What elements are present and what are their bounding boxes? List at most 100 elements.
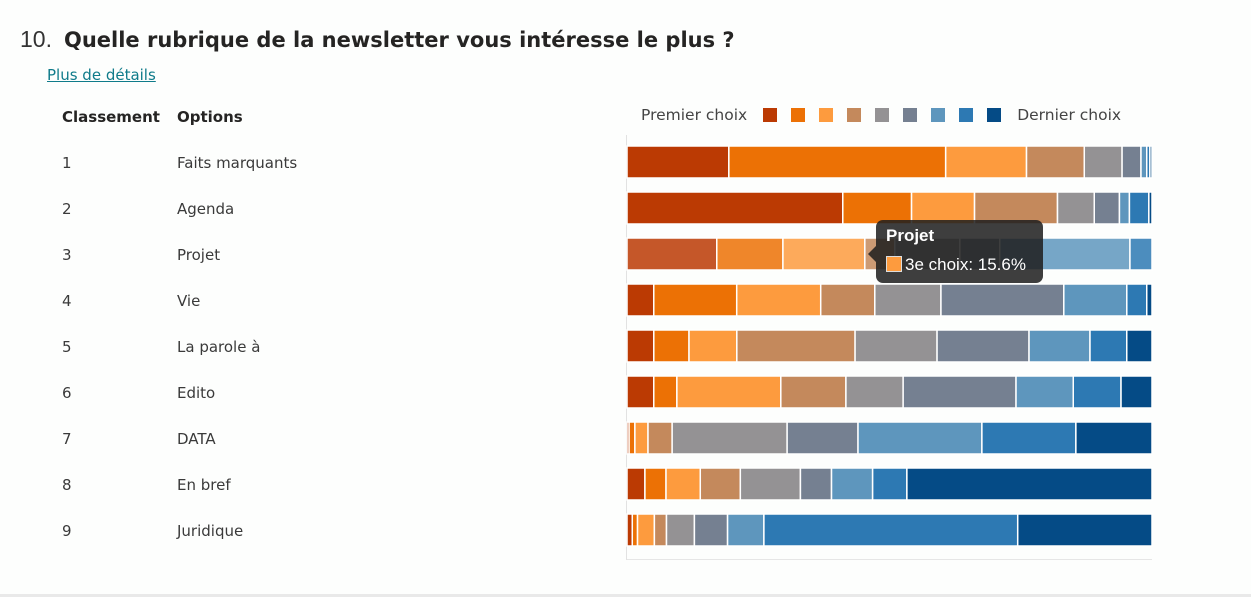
bar-segment[interactable]: [830, 467, 874, 501]
bar-segment[interactable]: [786, 421, 859, 455]
bar-segment[interactable]: [671, 421, 788, 455]
bar-segment[interactable]: [631, 513, 639, 547]
bar-segment[interactable]: [1118, 191, 1131, 225]
bar-segment[interactable]: [736, 329, 856, 363]
legend-swatch-2: [791, 108, 806, 122]
bar-segment[interactable]: [653, 329, 690, 363]
bar-segment[interactable]: [699, 467, 742, 501]
options-column-header: Options: [177, 108, 243, 126]
more-details-link[interactable]: Plus de détails: [47, 66, 156, 84]
option-cell: Juridique: [177, 522, 244, 540]
bar-segment[interactable]: [653, 283, 738, 317]
bar-row-1: [626, 145, 1153, 179]
bar-segment[interactable]: [1129, 237, 1153, 271]
bar-segment[interactable]: [1072, 375, 1122, 409]
bar-segment[interactable]: [626, 513, 634, 547]
bar-segment[interactable]: [626, 283, 655, 317]
bar-segment[interactable]: [1093, 191, 1121, 225]
option-cell: Edito: [177, 384, 216, 402]
bar-segment[interactable]: [693, 513, 729, 547]
bar-segment[interactable]: [1025, 145, 1086, 179]
bar-segment[interactable]: [626, 237, 718, 271]
bar-segment[interactable]: [688, 329, 738, 363]
bar-row-4: [626, 283, 1153, 317]
bar-segment[interactable]: [1089, 329, 1128, 363]
bar-segment[interactable]: [981, 421, 1077, 455]
bar-segment[interactable]: [871, 467, 908, 501]
bar-segment[interactable]: [782, 237, 866, 271]
rank-column-header: Classement: [62, 108, 160, 126]
rank-cell: 9: [62, 522, 72, 540]
bar-segment[interactable]: [902, 375, 1017, 409]
bar-segment[interactable]: [819, 283, 876, 317]
rank-cell: 1: [62, 154, 72, 172]
bar-segment[interactable]: [626, 145, 730, 179]
bar-segment[interactable]: [626, 375, 655, 409]
stacked-bar-chart: [626, 135, 1153, 560]
bar-segment[interactable]: [1075, 421, 1153, 455]
rank-cell: 3: [62, 246, 72, 264]
legend-swatch-5: [875, 108, 890, 122]
bar-segment[interactable]: [1146, 283, 1153, 317]
bar-segment[interactable]: [780, 375, 847, 409]
legend-first-label: Premier choix: [641, 106, 748, 124]
bar-segment[interactable]: [799, 467, 833, 501]
bar-segment[interactable]: [1126, 329, 1153, 363]
bar-segment[interactable]: [1016, 513, 1153, 547]
bar-segment[interactable]: [1083, 145, 1123, 179]
bar-segment[interactable]: [626, 191, 844, 225]
legend-swatch-1: [763, 108, 778, 122]
legend-swatch-3: [819, 108, 834, 122]
bar-segment[interactable]: [1140, 145, 1148, 179]
bar-segment[interactable]: [854, 329, 938, 363]
bar-segment[interactable]: [653, 375, 678, 409]
tooltip-arrow: [868, 246, 876, 262]
bar-segment[interactable]: [1149, 145, 1153, 179]
rank-cell: 5: [62, 338, 72, 356]
bar-segment[interactable]: [628, 421, 636, 455]
bar-segment[interactable]: [910, 191, 976, 225]
option-cell: Agenda: [177, 200, 235, 218]
bar-segment[interactable]: [636, 513, 656, 547]
bar-segment[interactable]: [653, 513, 668, 547]
bar-segment[interactable]: [735, 283, 822, 317]
bar-segment[interactable]: [1015, 375, 1074, 409]
rank-cell: 7: [62, 430, 72, 448]
bar-segment[interactable]: [716, 237, 784, 271]
chart-legend: Premier choix Dernier choix: [641, 104, 1121, 126]
bar-segment[interactable]: [845, 375, 904, 409]
bar-segment[interactable]: [647, 421, 673, 455]
bar-segment[interactable]: [626, 467, 646, 501]
bar-segment[interactable]: [665, 513, 696, 547]
legend-swatch-9: [987, 108, 1002, 122]
bar-segment[interactable]: [906, 467, 1153, 501]
tooltip-value: 3e choix: 15.6%: [905, 255, 1026, 274]
bar-segment[interactable]: [739, 467, 802, 501]
bar-row-9: [626, 513, 1153, 547]
legend-swatch-4: [847, 108, 862, 122]
bar-segment[interactable]: [1120, 375, 1153, 409]
bar-segment[interactable]: [1028, 329, 1091, 363]
bar-segment[interactable]: [763, 513, 1019, 547]
bar-segment[interactable]: [726, 513, 765, 547]
bar-segment[interactable]: [1121, 145, 1142, 179]
bar-segment[interactable]: [936, 329, 1030, 363]
bar-segment[interactable]: [1126, 283, 1148, 317]
bar-segment[interactable]: [634, 421, 649, 455]
bar-segment[interactable]: [728, 145, 947, 179]
bar-segment[interactable]: [676, 375, 782, 409]
bar-segment[interactable]: [644, 467, 667, 501]
bar-segment[interactable]: [940, 283, 1065, 317]
bar-segment[interactable]: [944, 145, 1028, 179]
bar-segment[interactable]: [1056, 191, 1095, 225]
rank-cell: 4: [62, 292, 72, 310]
bar-segment[interactable]: [1063, 283, 1128, 317]
bar-segment[interactable]: [1148, 191, 1153, 225]
bar-segment[interactable]: [626, 329, 655, 363]
bar-segment[interactable]: [665, 467, 702, 501]
bar-segment[interactable]: [874, 283, 942, 317]
bar-segment[interactable]: [857, 421, 983, 455]
legend-swatch-7: [931, 108, 946, 122]
bar-segment[interactable]: [1128, 191, 1150, 225]
option-cell: Faits marquants: [177, 154, 298, 172]
